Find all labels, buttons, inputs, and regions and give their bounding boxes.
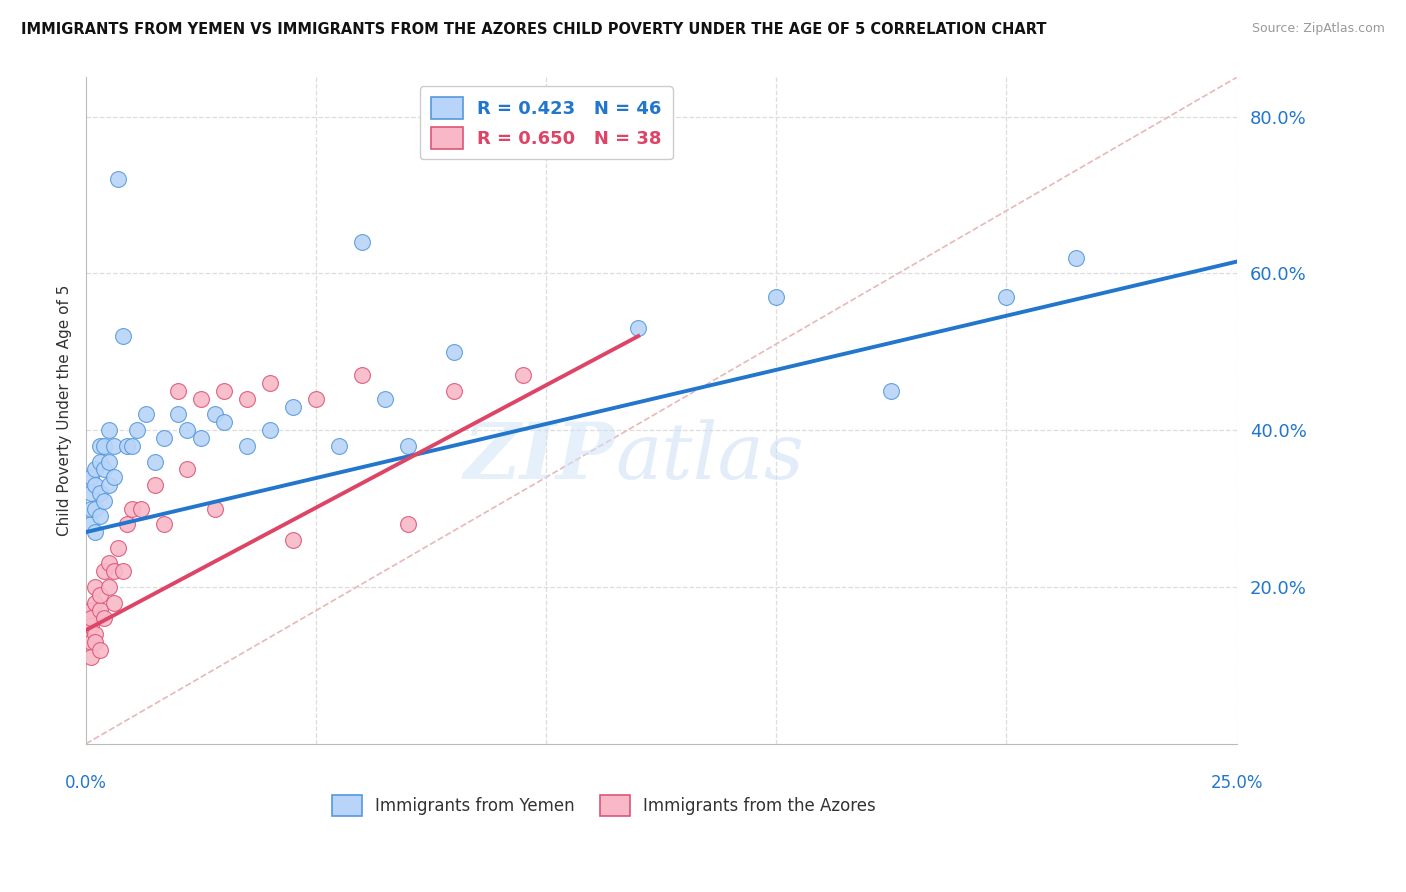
Point: [79, 603, 101, 617]
Point: [98, 557, 121, 571]
Point: [627, 321, 650, 335]
Point: [167, 384, 190, 398]
Point: [117, 517, 139, 532]
Point: [512, 368, 534, 383]
Point: [176, 423, 198, 437]
Point: [84, 635, 107, 649]
Point: [396, 517, 419, 532]
Point: [93, 611, 115, 625]
Point: [374, 392, 396, 406]
Point: [880, 384, 903, 398]
Point: [79, 635, 101, 649]
Point: [79, 619, 101, 633]
Point: [89, 603, 111, 617]
Text: Source: ZipAtlas.com: Source: ZipAtlas.com: [1251, 22, 1385, 36]
Point: [107, 541, 129, 555]
Point: [305, 392, 328, 406]
Point: [107, 172, 129, 186]
Point: [89, 642, 111, 657]
Point: [125, 423, 148, 437]
Point: [328, 439, 350, 453]
Point: [103, 564, 125, 578]
Point: [98, 478, 121, 492]
Point: [79, 517, 101, 532]
Point: [236, 439, 259, 453]
Point: [84, 627, 107, 641]
Point: [89, 486, 111, 500]
Point: [79, 486, 101, 500]
Point: [93, 462, 115, 476]
Point: [190, 431, 212, 445]
Point: [1064, 251, 1087, 265]
Point: [79, 501, 101, 516]
Point: [167, 408, 190, 422]
Point: [143, 454, 166, 468]
Point: [103, 596, 125, 610]
Point: [117, 439, 139, 453]
Point: [995, 290, 1018, 304]
Point: [84, 580, 107, 594]
Point: [111, 329, 134, 343]
Point: [259, 423, 281, 437]
Point: [121, 501, 143, 516]
Point: [89, 439, 111, 453]
Point: [204, 501, 226, 516]
Point: [103, 470, 125, 484]
Point: [79, 470, 101, 484]
Legend: Immigrants from Yemen, Immigrants from the Azores: Immigrants from Yemen, Immigrants from t…: [325, 789, 883, 822]
Point: [212, 384, 235, 398]
Point: [352, 235, 374, 249]
Point: [89, 454, 111, 468]
Point: [79, 650, 101, 665]
Text: 0.0%: 0.0%: [65, 774, 107, 792]
Point: [190, 392, 212, 406]
Point: [765, 290, 787, 304]
Point: [135, 408, 157, 422]
Point: [84, 478, 107, 492]
Point: [212, 415, 235, 429]
Point: [89, 509, 111, 524]
Point: [79, 611, 101, 625]
Point: [93, 493, 115, 508]
Point: [143, 478, 166, 492]
Point: [84, 596, 107, 610]
Point: [283, 533, 305, 547]
Point: [98, 454, 121, 468]
Text: ZIP: ZIP: [464, 419, 616, 495]
Point: [176, 462, 198, 476]
Point: [204, 408, 226, 422]
Point: [84, 524, 107, 539]
Point: [153, 517, 176, 532]
Text: IMMIGRANTS FROM YEMEN VS IMMIGRANTS FROM THE AZORES CHILD POVERTY UNDER THE AGE : IMMIGRANTS FROM YEMEN VS IMMIGRANTS FROM…: [21, 22, 1046, 37]
Point: [443, 384, 465, 398]
Point: [98, 423, 121, 437]
Point: [111, 564, 134, 578]
Point: [89, 588, 111, 602]
Point: [129, 501, 152, 516]
Point: [98, 580, 121, 594]
Point: [352, 368, 374, 383]
Point: [93, 439, 115, 453]
Point: [283, 400, 305, 414]
Point: [103, 439, 125, 453]
Point: [93, 564, 115, 578]
Point: [84, 462, 107, 476]
Point: [121, 439, 143, 453]
Point: [396, 439, 419, 453]
Point: [153, 431, 176, 445]
Y-axis label: Child Poverty Under the Age of 5: Child Poverty Under the Age of 5: [58, 285, 72, 536]
Point: [84, 501, 107, 516]
Point: [236, 392, 259, 406]
Text: atlas: atlas: [616, 419, 804, 495]
Point: [443, 344, 465, 359]
Point: [259, 376, 281, 391]
Text: 25.0%: 25.0%: [1211, 774, 1263, 792]
